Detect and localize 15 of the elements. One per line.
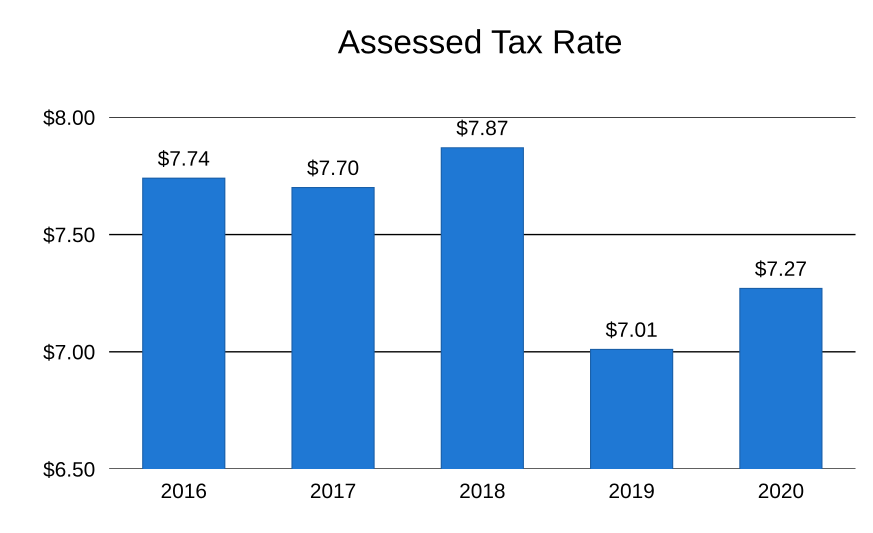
data-label: $7.87 (456, 120, 508, 137)
x-tick-label: 2020 (758, 483, 804, 498)
x-tick-label: 2017 (310, 483, 356, 498)
data-label: $7.70 (307, 160, 358, 176)
x-tick-label: 2018 (460, 483, 505, 498)
x-tick-label: 2016 (162, 483, 206, 498)
y-tick-label: $8.00 (43, 109, 94, 126)
y-tick-label: $7.50 (43, 226, 94, 244)
y-tick-label: $6.50 (43, 461, 94, 478)
data-label: $7.27 (755, 260, 806, 278)
chart-title: Assessed Tax Rate (338, 29, 622, 54)
data-label: $7.01 (606, 321, 657, 338)
data-label: $7.74 (158, 150, 210, 168)
y-tick-label: $7.00 (43, 344, 94, 361)
x-tick-label: 2019 (609, 483, 654, 498)
